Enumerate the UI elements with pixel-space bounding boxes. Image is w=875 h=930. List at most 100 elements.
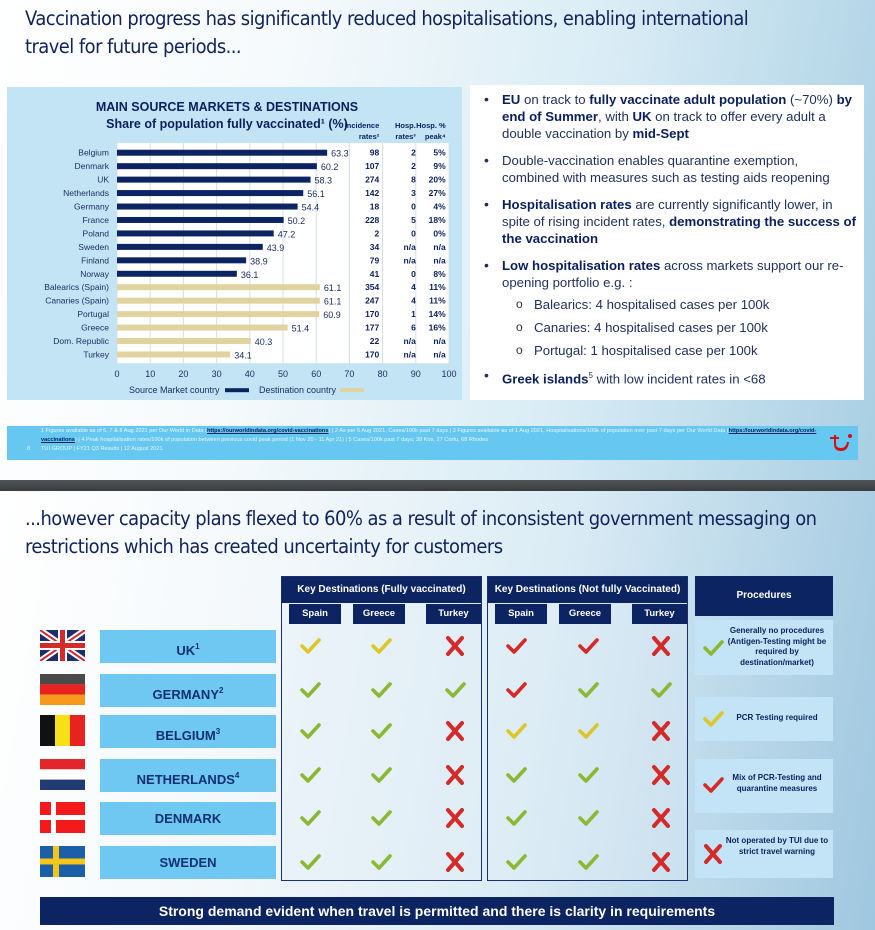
category-label: France [83, 215, 110, 225]
procedure-legend-item: Mix of PCR-Testing and quarantine measur… [695, 759, 833, 813]
category-label: Denmark [75, 161, 110, 171]
footnotes: 1 Figures available as of 6, 7 & 8 Aug 2… [41, 427, 831, 444]
x-tick-label: 50 [278, 369, 288, 379]
bar-value-label: 60.2 [321, 162, 339, 172]
bar-value-label: 36.1 [241, 270, 259, 280]
bar [117, 270, 237, 277]
category-label: Norway [80, 269, 110, 279]
category-label: Canaries (Spain) [45, 296, 109, 306]
table-cell: 274 [365, 175, 379, 185]
bar [117, 243, 263, 250]
germany-flag-icon [40, 674, 85, 705]
market-label-denmark: DENMARK [100, 802, 276, 835]
x-tick-label: 80 [378, 369, 388, 379]
destination-group-header: Key Destinations (Not fully Vaccinated) [488, 577, 687, 603]
table-cell: 5 [411, 215, 416, 225]
table-cell: n/a [433, 255, 446, 265]
procedures-header: Procedures [695, 576, 833, 616]
table-cell: 4% [433, 202, 446, 212]
legend-swatch-source [225, 388, 249, 393]
key-points-panel: EU on track to fully vaccinate adult pop… [470, 85, 864, 400]
category-label: Greece [81, 323, 109, 333]
cross-icon [649, 720, 673, 742]
bar-value-label: 54.4 [302, 203, 320, 213]
bold-text: fully vaccinate adult population [589, 92, 787, 107]
destination-header-greece: Greece [559, 604, 611, 624]
source-link[interactable]: https://ourworldindata.org/covid-vaccina… [41, 428, 817, 443]
cross-icon [443, 807, 467, 829]
vaccination-bar-chart: MAIN SOURCE MARKETS & DESTINATIONS Share … [44, 100, 456, 395]
bar [117, 311, 320, 318]
procedure-legend-item: Not operated by TUI due to strict travel… [695, 830, 833, 878]
check-icon [298, 720, 322, 742]
market-label-sweden: SWEDEN [100, 846, 276, 879]
market-name: BELGIUM [155, 728, 216, 743]
text: (~70%) [786, 92, 837, 107]
bar-value-label: 61.1 [324, 283, 342, 293]
market-name: UK [176, 643, 196, 658]
table-cell: 8% [433, 269, 446, 279]
check-icon [576, 807, 600, 829]
table-header: rates³ [395, 132, 416, 141]
cross-icon [649, 764, 673, 786]
table-cell: 5% [433, 148, 446, 158]
legend-label-destination: Destination country [259, 385, 337, 395]
x-tick-label: 60 [311, 369, 321, 379]
bold-text: EU [502, 92, 521, 107]
check-icon [298, 635, 322, 657]
category-label: Portugal [77, 309, 109, 319]
category-label: Germany [74, 202, 110, 212]
x-tick-label: 20 [178, 369, 188, 379]
x-tick-label: 30 [212, 369, 222, 379]
source-link[interactable]: https://ourworldindata.org/covid-vaccina… [206, 428, 329, 434]
category-label: Balearics (Spain) [44, 282, 109, 292]
procedure-description: Not operated by TUI due to strict travel… [725, 836, 829, 856]
sub-bullet: Canaries: 4 hospitalised cases per 100k [480, 319, 856, 336]
x-tick-label: 70 [344, 369, 354, 379]
table-cell: 354 [365, 282, 379, 292]
destination-header-turkey: Turkey [426, 604, 481, 624]
table-cell: 16% [429, 323, 446, 333]
table-cell: 34 [370, 242, 380, 252]
market-label-belgium: BELGIUM3 [100, 715, 276, 748]
vaccination-chart-panel: MAIN SOURCE MARKETS & DESTINATIONS Share … [7, 87, 462, 400]
bar-value-label: 58.3 [315, 176, 333, 186]
cross-icon [443, 764, 467, 786]
check-icon [369, 720, 393, 742]
footnote-ref: 1 [195, 642, 200, 651]
table-cell: 1 [411, 309, 416, 319]
table-cell: 177 [365, 323, 379, 333]
table-cell: 0 [411, 202, 416, 212]
table-cell: 4 [411, 282, 416, 292]
bar-value-label: 61.1 [324, 297, 342, 307]
procedure-legend-item: Generally no procedures (Antigen-Testing… [695, 620, 833, 675]
title-line-1: ...however capacity plans flexed to 60% … [25, 507, 817, 530]
table-cell: 142 [365, 188, 379, 198]
table-cell: n/a [404, 336, 417, 346]
table-cell: 0 [411, 269, 416, 279]
bar [117, 338, 251, 345]
check-icon [369, 764, 393, 786]
sub-bullet: Portugal: 1 hospitalised case per 100k [480, 342, 856, 359]
cross-icon [701, 843, 723, 864]
page-number: 8 [27, 446, 31, 452]
check-icon [649, 679, 673, 701]
bar [117, 163, 317, 170]
text: are currently significantly lower, in sp… [502, 197, 833, 229]
category-label: Sweden [78, 242, 109, 252]
check-icon [298, 851, 322, 873]
bar-value-label: 60.9 [323, 310, 341, 320]
table-cell: 0 [411, 228, 416, 238]
table-cell: 2 [375, 228, 380, 238]
legend-label-source: Source Market country [129, 385, 220, 395]
bar [117, 324, 288, 331]
netherlands-flag-icon [40, 759, 85, 790]
cross-icon [443, 720, 467, 742]
text: on track to [520, 92, 590, 107]
table-header: peak⁴ [425, 132, 446, 141]
table-cell: n/a [433, 242, 446, 252]
table-cell: n/a [404, 242, 417, 252]
table-cell: 18 [370, 202, 380, 212]
table-cell: 247 [365, 296, 379, 306]
procedure-description: Generally no procedures (Antigen-Testing… [727, 626, 827, 667]
